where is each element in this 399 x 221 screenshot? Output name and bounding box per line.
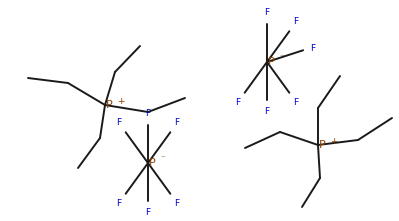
Text: P: P <box>319 140 326 150</box>
Text: ⁻: ⁻ <box>160 154 165 164</box>
Text: F: F <box>146 208 150 217</box>
Text: +: + <box>117 97 124 105</box>
Text: +: + <box>330 137 338 145</box>
Text: F: F <box>235 98 241 107</box>
Text: ⁻: ⁻ <box>279 53 284 63</box>
Text: F: F <box>117 118 122 127</box>
Text: P: P <box>149 158 156 168</box>
Text: F: F <box>310 44 315 53</box>
Text: F: F <box>293 98 298 107</box>
Text: F: F <box>293 17 298 26</box>
Text: P: P <box>106 100 113 110</box>
Text: F: F <box>117 199 122 208</box>
Text: F: F <box>265 107 270 116</box>
Text: P: P <box>268 57 275 67</box>
Text: F: F <box>265 8 270 17</box>
Text: F: F <box>146 109 150 118</box>
Text: F: F <box>174 199 180 208</box>
Text: F: F <box>174 118 180 127</box>
